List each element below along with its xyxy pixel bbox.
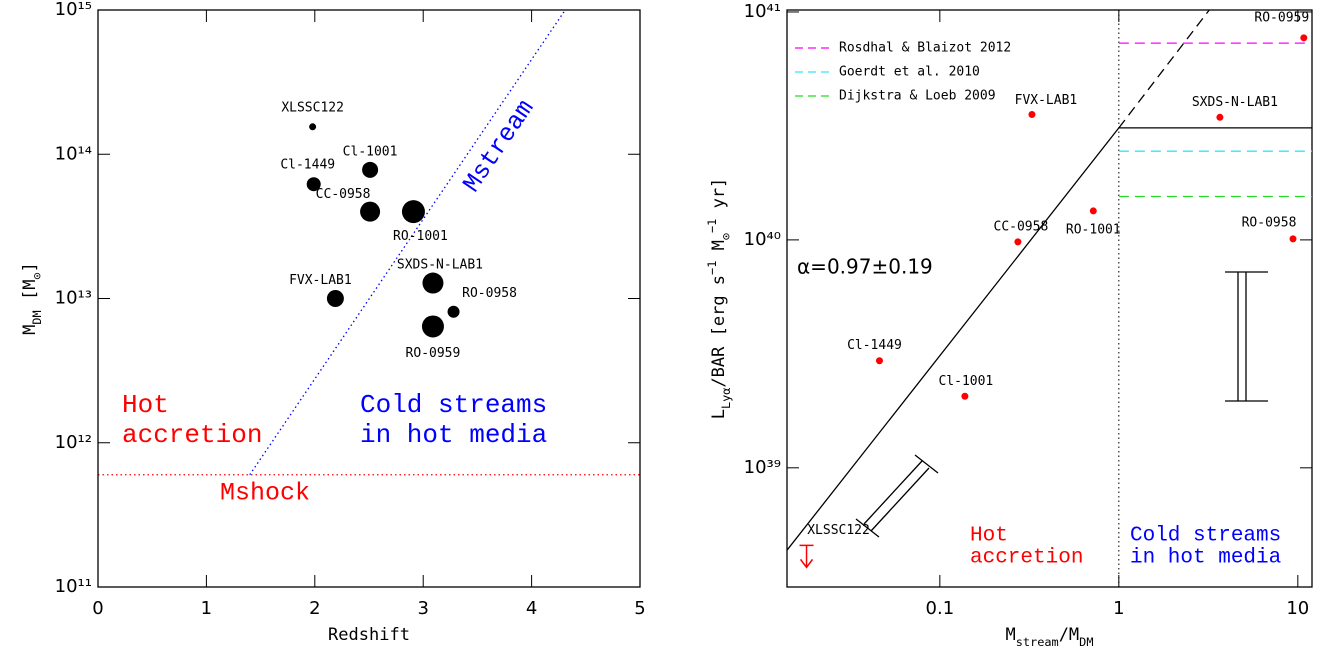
- axis-label: Redshift: [328, 625, 410, 645]
- axis-label-part: −1: [705, 261, 719, 275]
- annotation: Cold streams: [360, 390, 547, 420]
- data-point: [360, 201, 381, 222]
- y-tick-label: 10¹²: [55, 432, 92, 453]
- legend-label: Dijkstra & Loeb 2009: [839, 89, 996, 104]
- data-point: [1300, 34, 1308, 42]
- x-tick-label: 5: [634, 598, 645, 619]
- point-label: Cl-1001: [938, 374, 993, 389]
- x-tick-label: 10: [1286, 598, 1309, 619]
- point-label: Cl-1449: [280, 158, 335, 173]
- point-label: RO-0958: [1242, 215, 1297, 230]
- x-tick-label: 0: [92, 598, 103, 619]
- data-point: [326, 290, 344, 307]
- y-tick-label: 10¹⁴: [55, 143, 92, 164]
- axis-label-part: ⊙: [30, 272, 44, 279]
- y-tick-label: 10¹³: [55, 288, 92, 309]
- data-point: [306, 177, 321, 192]
- data-point: [1014, 238, 1022, 246]
- error-bar-diagonal: [855, 454, 939, 538]
- y-tick-label: 10³⁹: [744, 457, 781, 478]
- axis-label-part: L: [709, 409, 729, 419]
- axis-label: MDM [M⊙]: [20, 262, 44, 335]
- annotation: Hot: [970, 525, 1008, 548]
- axes-frame: [786, 9, 1313, 588]
- data-point: [875, 357, 883, 365]
- data-point: [1289, 235, 1297, 243]
- annotation: Cold streams: [1130, 525, 1281, 548]
- data-point: [1028, 110, 1036, 118]
- line-label: Mstream: [457, 95, 540, 198]
- axis-label-part: −1: [705, 219, 719, 233]
- axis-label-part: M: [1005, 625, 1015, 645]
- line-label: Mshock: [220, 478, 310, 507]
- y-tick-label: 10⁴⁰: [744, 229, 781, 250]
- axis-label-part: M: [20, 325, 40, 335]
- axis-label-part: Lyα: [719, 388, 733, 409]
- data-point: [961, 392, 969, 400]
- y-tick-label: 10¹⁵: [55, 0, 92, 20]
- data-point: [1089, 207, 1097, 215]
- axis-label-part: [M: [20, 280, 40, 311]
- legend-label: Goerdt et al. 2010: [839, 65, 980, 80]
- y-tick-label: 10¹¹: [55, 576, 92, 597]
- axis-label: LLyα/BAR [erg s−1 M⊙−1 yr]: [705, 178, 733, 420]
- annotation: in hot media: [1130, 547, 1281, 570]
- error-bar-vertical: [1225, 271, 1268, 402]
- x-tick-label: 0.1: [926, 598, 955, 619]
- plot-area: [98, 10, 640, 476]
- x-tick-label: 1: [1113, 598, 1124, 619]
- axis-label-part: M: [709, 240, 729, 260]
- data-point: [421, 315, 444, 338]
- annotation: accretion: [122, 420, 262, 450]
- axis-label-part: /BAR [erg s: [709, 275, 729, 388]
- axis-label-part: /M: [1059, 625, 1079, 645]
- data-point: [447, 305, 460, 318]
- x-tick-label: 1: [201, 598, 212, 619]
- point-label: Cl-1449: [847, 338, 902, 353]
- legend-label: Rosdhal & Blaizot 2012: [839, 41, 1011, 56]
- point-label: RO-0959: [1254, 10, 1309, 25]
- point-label: RO-0959: [406, 346, 461, 361]
- axis-label-part: Redshift: [328, 625, 410, 645]
- axis-label-part: DM: [1079, 635, 1093, 649]
- axis-label: Mstream/MDM: [1005, 625, 1093, 649]
- point-label: SXDS-N-LAB1: [1192, 95, 1278, 110]
- data-point: [422, 272, 444, 294]
- x-tick-label: 2: [309, 598, 320, 619]
- line: [1118, 10, 1210, 129]
- plot-area: [787, 10, 1312, 551]
- x-tick-label: 3: [417, 598, 428, 619]
- point-label: XLSSC122: [807, 523, 870, 538]
- upper-limit: [799, 544, 814, 569]
- annotation: accretion: [970, 547, 1083, 570]
- point-label: Cl-1001: [343, 144, 398, 159]
- x-tick-label: 4: [526, 598, 537, 619]
- data-point: [1216, 113, 1224, 121]
- fit-label: α=0.97±0.19: [797, 255, 933, 279]
- axis-label-part: ⊙: [719, 233, 733, 240]
- point-label: FVX-LAB1: [289, 273, 352, 288]
- point-label: CC-0958: [316, 187, 371, 202]
- point-label: FVX-LAB1: [1015, 93, 1078, 108]
- point-label: RO-1001: [393, 229, 448, 244]
- point-label: RO-0958: [462, 286, 517, 301]
- point-label: SXDS-N-LAB1: [397, 258, 483, 273]
- line: [787, 127, 1120, 551]
- point-label: RO-1001: [1066, 222, 1121, 237]
- line: [249, 10, 566, 476]
- axis-label-part: yr]: [709, 178, 729, 219]
- annotation: in hot media: [360, 420, 547, 450]
- axis-label-part: ]: [20, 262, 40, 272]
- point-label: XLSSC122: [281, 100, 344, 115]
- data-point: [401, 200, 425, 224]
- annotation: Hot: [122, 390, 169, 420]
- y-tick-label: 10⁴¹: [744, 1, 781, 22]
- point-label: CC-0958: [994, 219, 1049, 234]
- data-point: [309, 123, 317, 131]
- axis-label-part: DM: [30, 310, 44, 324]
- axis-label-part: stream: [1016, 635, 1059, 649]
- data-point: [362, 161, 379, 178]
